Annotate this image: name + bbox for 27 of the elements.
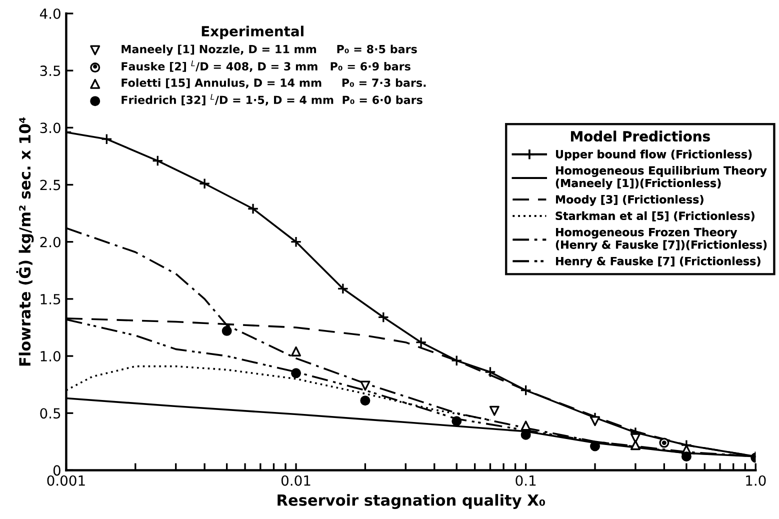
x-tick-label: 0.1 [516,475,536,486]
y-tick-label: 2.0 [40,236,60,248]
legend-label: Homogeneous Frozen Theory (Henry & Fauske [7])(Frictionless) [556,228,767,252]
y-tick-label: 4.0 [40,8,60,19]
legend-label: Homogeneous Equilibrium Theory (Maneely [1])(Frictionless) [556,166,767,190]
legend-label: Upper bound flow (Frictionless) [556,150,752,161]
legend-label: Starkman et al [5] (Frictionless) [556,211,754,222]
legend-label: Maneely [1] Nozzle, D = 11 mm P₀ = 8·5 bars [122,44,417,56]
text: Model Predictions [571,130,710,142]
y-tick-label: 1.5 [40,294,60,304]
x-tick-label: 0.001 [47,475,85,486]
y-tick-label: 1.0 [40,351,60,362]
legend-label: Fauske [2] $^{L}$/D = 408, D = 3 mm P₀ = 6·9 bars [122,60,410,72]
legend-label: Moody [3] (Frictionless) [556,194,704,206]
y-tick-label: 3.0 [40,122,60,134]
legend-label: Friedrich [32] $^{L}$/D = 1·5, D = 4 mm P₀ = 6·0 bars [122,94,422,106]
y-axis-title: Flowrate (Ġ) kg/m² sec. x 10⁴ [16,117,34,366]
x-tick-label: 0.01 [281,475,310,486]
y-tick-label: 2.5 [40,180,60,190]
legend-label: Foletti [15] Annulus, D = 14 mm P₀ = 7·3 bars. [122,78,426,88]
y-tick-label: 3.5 [40,66,60,76]
text: Experimental [202,26,304,40]
x-axis-title: Reservoir stagnation quality X₀ [278,494,545,509]
y-tick-label: 0.5 [40,408,60,419]
y-tick-label: 0 [53,465,60,476]
x-tick-label: 1.0 [746,475,766,486]
legend-label: Henry & Fauske [7] (Frictionless) [556,256,760,268]
